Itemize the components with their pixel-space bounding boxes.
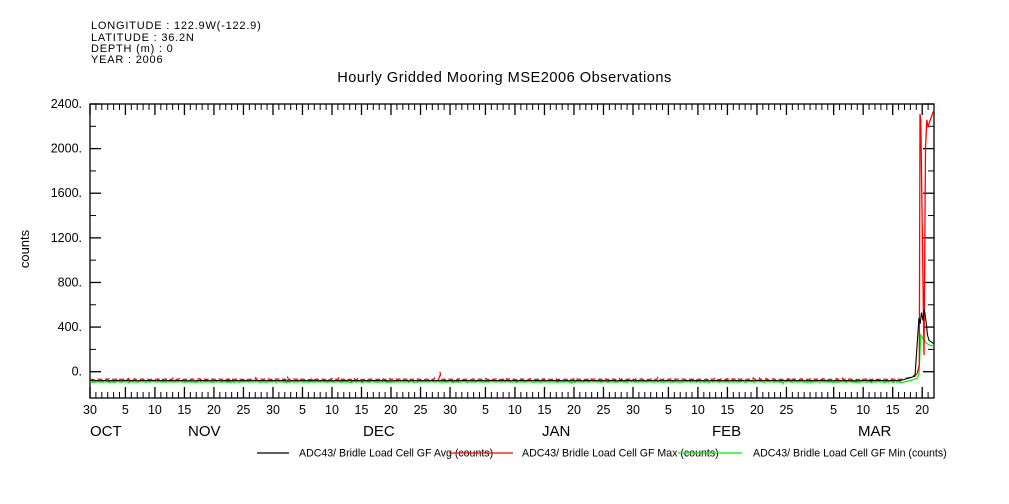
svg-text:ADC43/ Bridle Load Cell GF Min: ADC43/ Bridle Load Cell GF Min (counts) xyxy=(753,448,947,460)
